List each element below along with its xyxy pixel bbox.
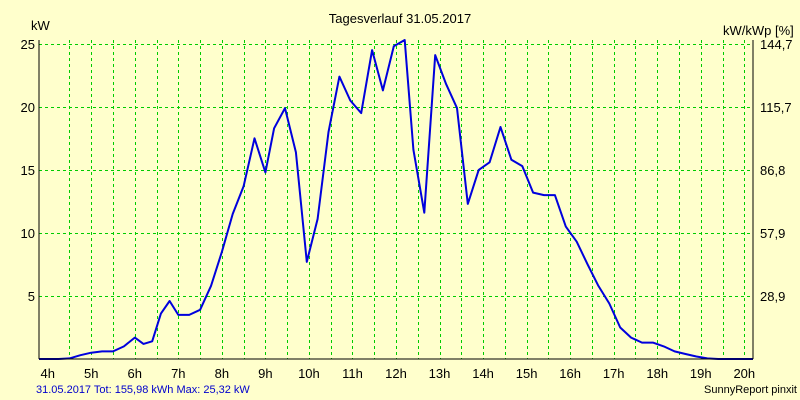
- tick-layer: 5 10 15 20 25 28,9 57,9 86,8 115,7 144,7 4h 5h 6h 7h 8…: [21, 37, 793, 381]
- x-tick-label: 8h: [215, 366, 229, 381]
- x-tick-label: 7h: [171, 366, 185, 381]
- x-tick-label: 13h: [429, 366, 451, 381]
- y-tick-label-right: 144,7: [760, 37, 793, 52]
- x-tick-label: 14h: [472, 366, 494, 381]
- chart-title: Tagesverlauf 31.05.2017: [329, 11, 471, 26]
- right-unit-label: kW/kWp [%]: [723, 23, 794, 38]
- y-tick-label-left: 25: [21, 37, 35, 52]
- x-tick-label: 18h: [646, 366, 668, 381]
- x-tick-label: 9h: [258, 366, 272, 381]
- y-tick-label-left: 15: [21, 163, 35, 178]
- x-tick-label: 10h: [298, 366, 320, 381]
- y-tick-label-left: 10: [21, 226, 35, 241]
- grid-layer: [39, 40, 753, 359]
- y-tick-label-right: 57,9: [760, 226, 785, 241]
- left-unit-label: kW: [31, 18, 51, 33]
- y-tick-label-right: 28,9: [760, 289, 785, 304]
- y-tick-label-right: 115,7: [760, 100, 792, 115]
- y-tick-label-left: 20: [21, 100, 35, 115]
- y-tick-label-right: 86,8: [760, 163, 785, 178]
- x-tick-label: 12h: [385, 366, 407, 381]
- series-layer: [39, 39, 753, 360]
- x-tick-label: 16h: [559, 366, 581, 381]
- y-tick-label-left: 5: [28, 289, 35, 304]
- x-tick-label: 15h: [516, 366, 538, 381]
- x-tick-label: 19h: [690, 366, 712, 381]
- x-tick-label: 6h: [128, 366, 142, 381]
- x-tick-label: 20h: [733, 366, 755, 381]
- x-tick-label: 4h: [40, 366, 54, 381]
- footer-summary: 31.05.2017 Tot: 155,98 kWh Max: 25,32 kW: [36, 384, 250, 396]
- x-tick-label: 17h: [603, 366, 625, 381]
- footer-credit: SunnyReport pinxit: [704, 384, 797, 396]
- x-tick-label: 11h: [342, 366, 363, 381]
- x-tick-label: 5h: [84, 366, 98, 381]
- series-line: [39, 39, 753, 360]
